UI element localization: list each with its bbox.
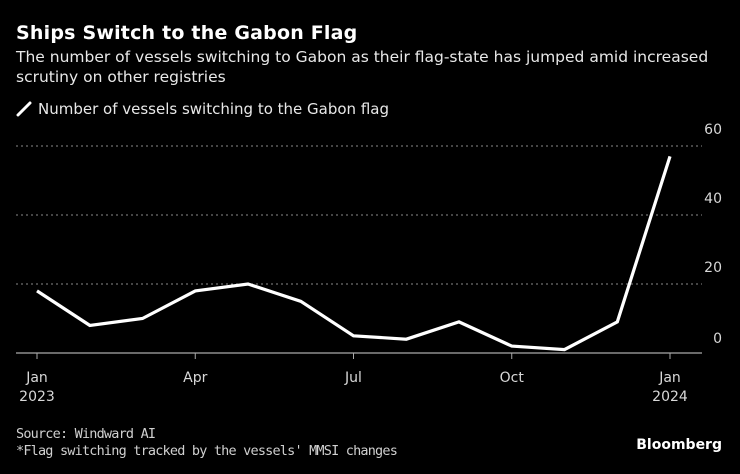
gridlines — [16, 145, 702, 285]
footnote: *Flag switching tracked by the vessels' … — [16, 443, 398, 459]
series — [36, 155, 672, 352]
legend-label: Number of vessels switching to the Gabon… — [38, 100, 389, 118]
x-axis — [16, 352, 702, 359]
series-line — [36, 155, 672, 352]
x-tick-year-label: 2023 — [19, 389, 55, 405]
y-tick-label: 0 — [713, 331, 722, 347]
y-tick-label: 20 — [704, 260, 722, 276]
x-tick-label: Apr — [183, 370, 207, 386]
legend-line-icon — [16, 101, 32, 117]
legend: Number of vessels switching to the Gabon… — [16, 100, 389, 118]
chart-subtitle: The number of vessels switching to Gabon… — [16, 48, 709, 86]
source-note: Source: Windward AI — [16, 426, 156, 442]
x-axis-labels: Jan 2023 Apr Jul Oct Jan 2024 — [19, 370, 688, 405]
chart-title: Ships Switch to the Gabon Flag — [16, 22, 358, 44]
x-tick-label: Jul — [344, 370, 362, 386]
x-tick-label: Oct — [500, 370, 525, 386]
x-tick-year-label: 2024 — [652, 389, 688, 405]
y-tick-label: 40 — [704, 191, 722, 207]
bloomberg-logo: Bloomberg — [636, 437, 722, 453]
y-tick-label: 60 — [704, 122, 722, 138]
x-tick-label: Jan — [658, 370, 681, 386]
x-tick-label: Jan — [25, 370, 48, 386]
y-axis-labels: 0 20 40 60 — [704, 122, 722, 347]
